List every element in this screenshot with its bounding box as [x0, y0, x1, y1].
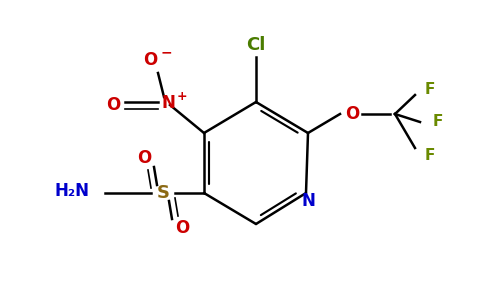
- Text: O: O: [175, 219, 189, 237]
- Text: O: O: [143, 51, 157, 69]
- Text: H₂N: H₂N: [55, 182, 90, 200]
- Text: S: S: [156, 184, 169, 202]
- Text: Cl: Cl: [246, 36, 266, 54]
- Text: F: F: [425, 82, 435, 98]
- Text: O: O: [137, 149, 151, 167]
- Text: N: N: [301, 192, 315, 210]
- Text: O: O: [345, 105, 359, 123]
- Text: O: O: [106, 96, 120, 114]
- Text: −: −: [160, 45, 172, 59]
- Text: N: N: [161, 94, 175, 112]
- Text: +: +: [177, 91, 187, 103]
- Text: F: F: [425, 148, 435, 163]
- Text: F: F: [433, 115, 443, 130]
